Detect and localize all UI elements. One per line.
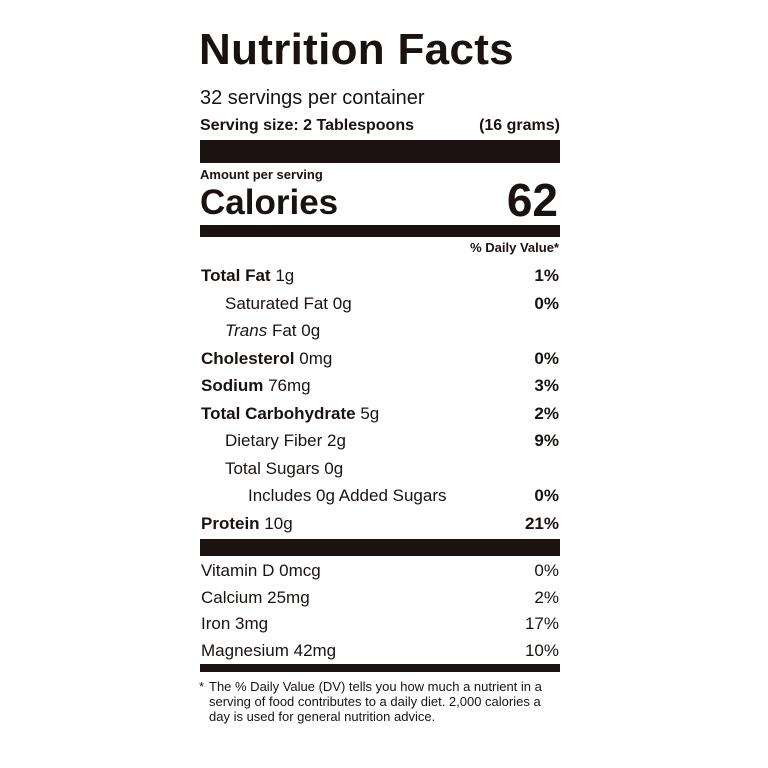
nutrient-name: Sodium: [201, 376, 264, 395]
nutrient-name-italic: Trans: [225, 321, 268, 340]
nutrient-row: Dietary Fiber 2g 9%: [201, 429, 559, 453]
calories-label: Calories: [200, 183, 339, 222]
nutrient-amount: 0mg: [299, 348, 333, 368]
nutrient-row: Calcium 25mg 2%: [201, 586, 559, 610]
medium-rule: [200, 664, 560, 672]
footnote-text: The % Daily Value (DV) tells you how muc…: [209, 679, 542, 724]
nutrient-row: Total Carbohydrate 5g 2%: [201, 402, 559, 426]
thick-rule: [200, 140, 560, 163]
nutrient-amount: 25mg: [267, 587, 310, 607]
medium-rule: [200, 225, 560, 237]
serving-size-weight: (16 grams): [479, 117, 560, 134]
nutrient-dv: 3%: [534, 376, 559, 395]
nutrient-row: Cholesterol 0mg 0%: [201, 347, 559, 371]
nutrient-row: Total Sugars 0g: [201, 457, 559, 481]
nutrient-name: Cholesterol: [201, 348, 295, 368]
nutrient-dv: 0%: [534, 348, 559, 368]
nutrient-name: Magnesium: [201, 641, 289, 661]
nutrient-row: Trans Fat 0g: [201, 319, 559, 343]
nutrient-name: Vitamin D: [201, 561, 275, 580]
nutrient-row: Magnesium 42mg 10%: [201, 639, 559, 663]
footnote-marker: *: [199, 679, 205, 694]
nutrient-row: Sodium 76mg 3%: [201, 374, 559, 398]
nutrient-name: Dietary Fiber: [225, 431, 323, 450]
nutrient-dv: 21%: [524, 513, 559, 533]
nutrient-dv: 2%: [534, 587, 559, 607]
nutrient-name: Fat: [271, 321, 297, 340]
nutrient-amount: 0g: [332, 293, 352, 313]
nutrient-dv: 17%: [524, 614, 559, 634]
amount-per-serving: Amount per serving: [200, 167, 323, 182]
nutrient-row: Vitamin D 0mcg 0%: [201, 559, 559, 583]
calories-value: 62: [506, 174, 558, 226]
nutrient-dv: 2%: [534, 403, 559, 423]
title: Nutrition Facts: [199, 25, 514, 74]
nutrient-name: Includes 0g Added Sugars: [248, 486, 447, 505]
nutrient-amount: 76mg: [268, 376, 311, 395]
nutrient-dv: 1%: [534, 266, 559, 285]
nutrient-dv: 0%: [534, 561, 559, 580]
nutrient-row: Includes 0g Added Sugars 0%: [201, 484, 559, 508]
nutrient-amount: 3mg: [235, 614, 269, 634]
nutrient-row: Total Fat 1g 1%: [201, 264, 559, 288]
servings: 32 servings per container: [200, 87, 425, 109]
nutrient-name: Total Carbohydrate: [201, 403, 356, 423]
nutrient-name: Saturated Fat: [225, 293, 329, 313]
nutrient-amount: 0g: [301, 321, 321, 340]
nutrient-name: Total Fat: [201, 266, 271, 285]
nutrient-amount: 0mcg: [279, 561, 321, 580]
nutrient-amount: 0g: [324, 458, 344, 478]
nutrient-dv: 0%: [534, 486, 559, 505]
nutrient-row: Saturated Fat 0g 0%: [201, 292, 559, 316]
nutrient-dv: 0%: [534, 293, 559, 313]
nutrient-name: Protein: [201, 513, 260, 533]
nutrient-dv: 10%: [524, 641, 559, 661]
nutrient-name: Calcium: [201, 587, 263, 607]
nutrient-amount: 1g: [275, 266, 295, 285]
serving-size-label: Serving size:: [200, 117, 299, 134]
serving-size: Serving size: 2 Tablespoons (16 grams): [200, 116, 560, 136]
nutrient-dv: 9%: [534, 431, 559, 450]
daily-value-header: % Daily Value*: [470, 240, 559, 255]
nutrient-amount: 5g: [360, 403, 380, 423]
footnote: * The % Daily Value (DV) tells you how m…: [199, 679, 564, 724]
thick-rule: [200, 539, 560, 556]
nutrient-amount: 2g: [327, 431, 346, 450]
nutrient-row: Iron 3mg 17%: [201, 612, 559, 636]
nutrient-name: Iron: [201, 614, 231, 634]
nutrient-amount: 10g: [264, 513, 293, 533]
serving-size-amount: 2 Tablespoons: [303, 117, 414, 134]
nutrient-amount: 42mg: [293, 641, 337, 661]
nutrient-row: Protein 10g 21%: [201, 512, 559, 536]
nutrient-name: Total Sugars: [225, 458, 320, 478]
